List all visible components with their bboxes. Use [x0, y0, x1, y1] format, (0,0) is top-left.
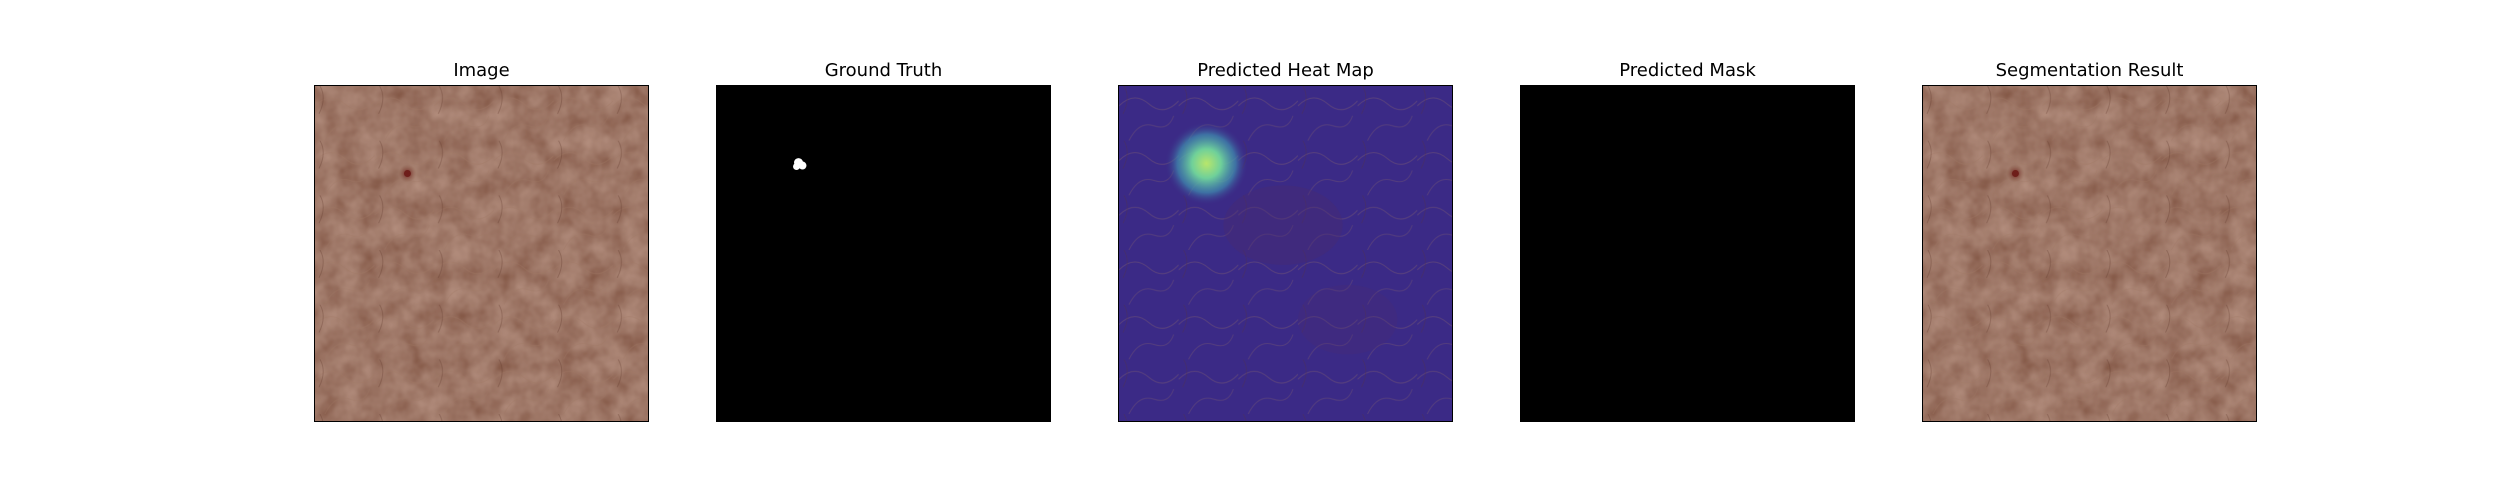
leather-image	[315, 86, 648, 421]
segmentation-image	[1923, 86, 2256, 421]
ground-truth-panel	[716, 85, 1051, 422]
ground-truth-mask	[717, 86, 1050, 421]
image-panel	[314, 85, 649, 422]
heat-hotspot	[1164, 121, 1249, 206]
panel-title-heat-map: Predicted Heat Map	[1197, 60, 1374, 81]
ground-truth-blob	[793, 158, 807, 170]
heat-map	[1119, 86, 1452, 421]
panel-title-predicted-mask: Predicted Mask	[1619, 60, 1756, 81]
panel-title-segmentation-result: Segmentation Result	[1995, 60, 2184, 81]
panel-title-image: Image	[453, 60, 510, 81]
panel-title-ground-truth: Ground Truth	[824, 60, 943, 81]
heat-map-panel	[1118, 85, 1453, 422]
segmentation-result-panel	[1922, 85, 2257, 422]
predicted-mask	[1521, 86, 1854, 421]
predicted-mask-panel	[1520, 85, 1855, 422]
